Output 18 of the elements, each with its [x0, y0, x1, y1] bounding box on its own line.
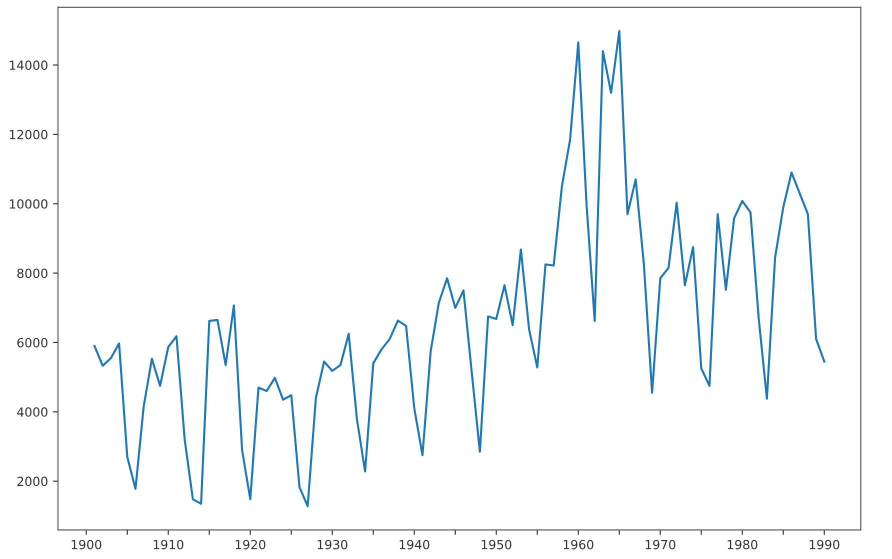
x-tick-label: 1920: [236, 540, 266, 550]
y-tick-label: 8000: [17, 268, 48, 278]
y-tick-label: 12000: [10, 130, 48, 140]
x-tick-label: 1970: [646, 540, 676, 550]
x-tick-label: 1910: [154, 540, 184, 550]
y-tick-label: 6000: [17, 338, 48, 348]
y-tick-label: 14000: [10, 60, 48, 70]
x-tick-label: 1930: [318, 540, 348, 550]
x-tick-label: 1900: [72, 540, 102, 550]
x-tick-label: 1960: [564, 540, 594, 550]
y-tick-label: 2000: [17, 476, 48, 486]
x-tick-label: 1990: [810, 540, 840, 550]
y-tick-label: 4000: [17, 407, 48, 417]
x-tick-label: 1940: [400, 540, 430, 550]
x-tick-label: 1950: [482, 540, 512, 550]
line-series: [93, 30, 826, 508]
y-tick-label: 10000: [10, 199, 48, 209]
x-tick-label: 1980: [728, 540, 758, 550]
